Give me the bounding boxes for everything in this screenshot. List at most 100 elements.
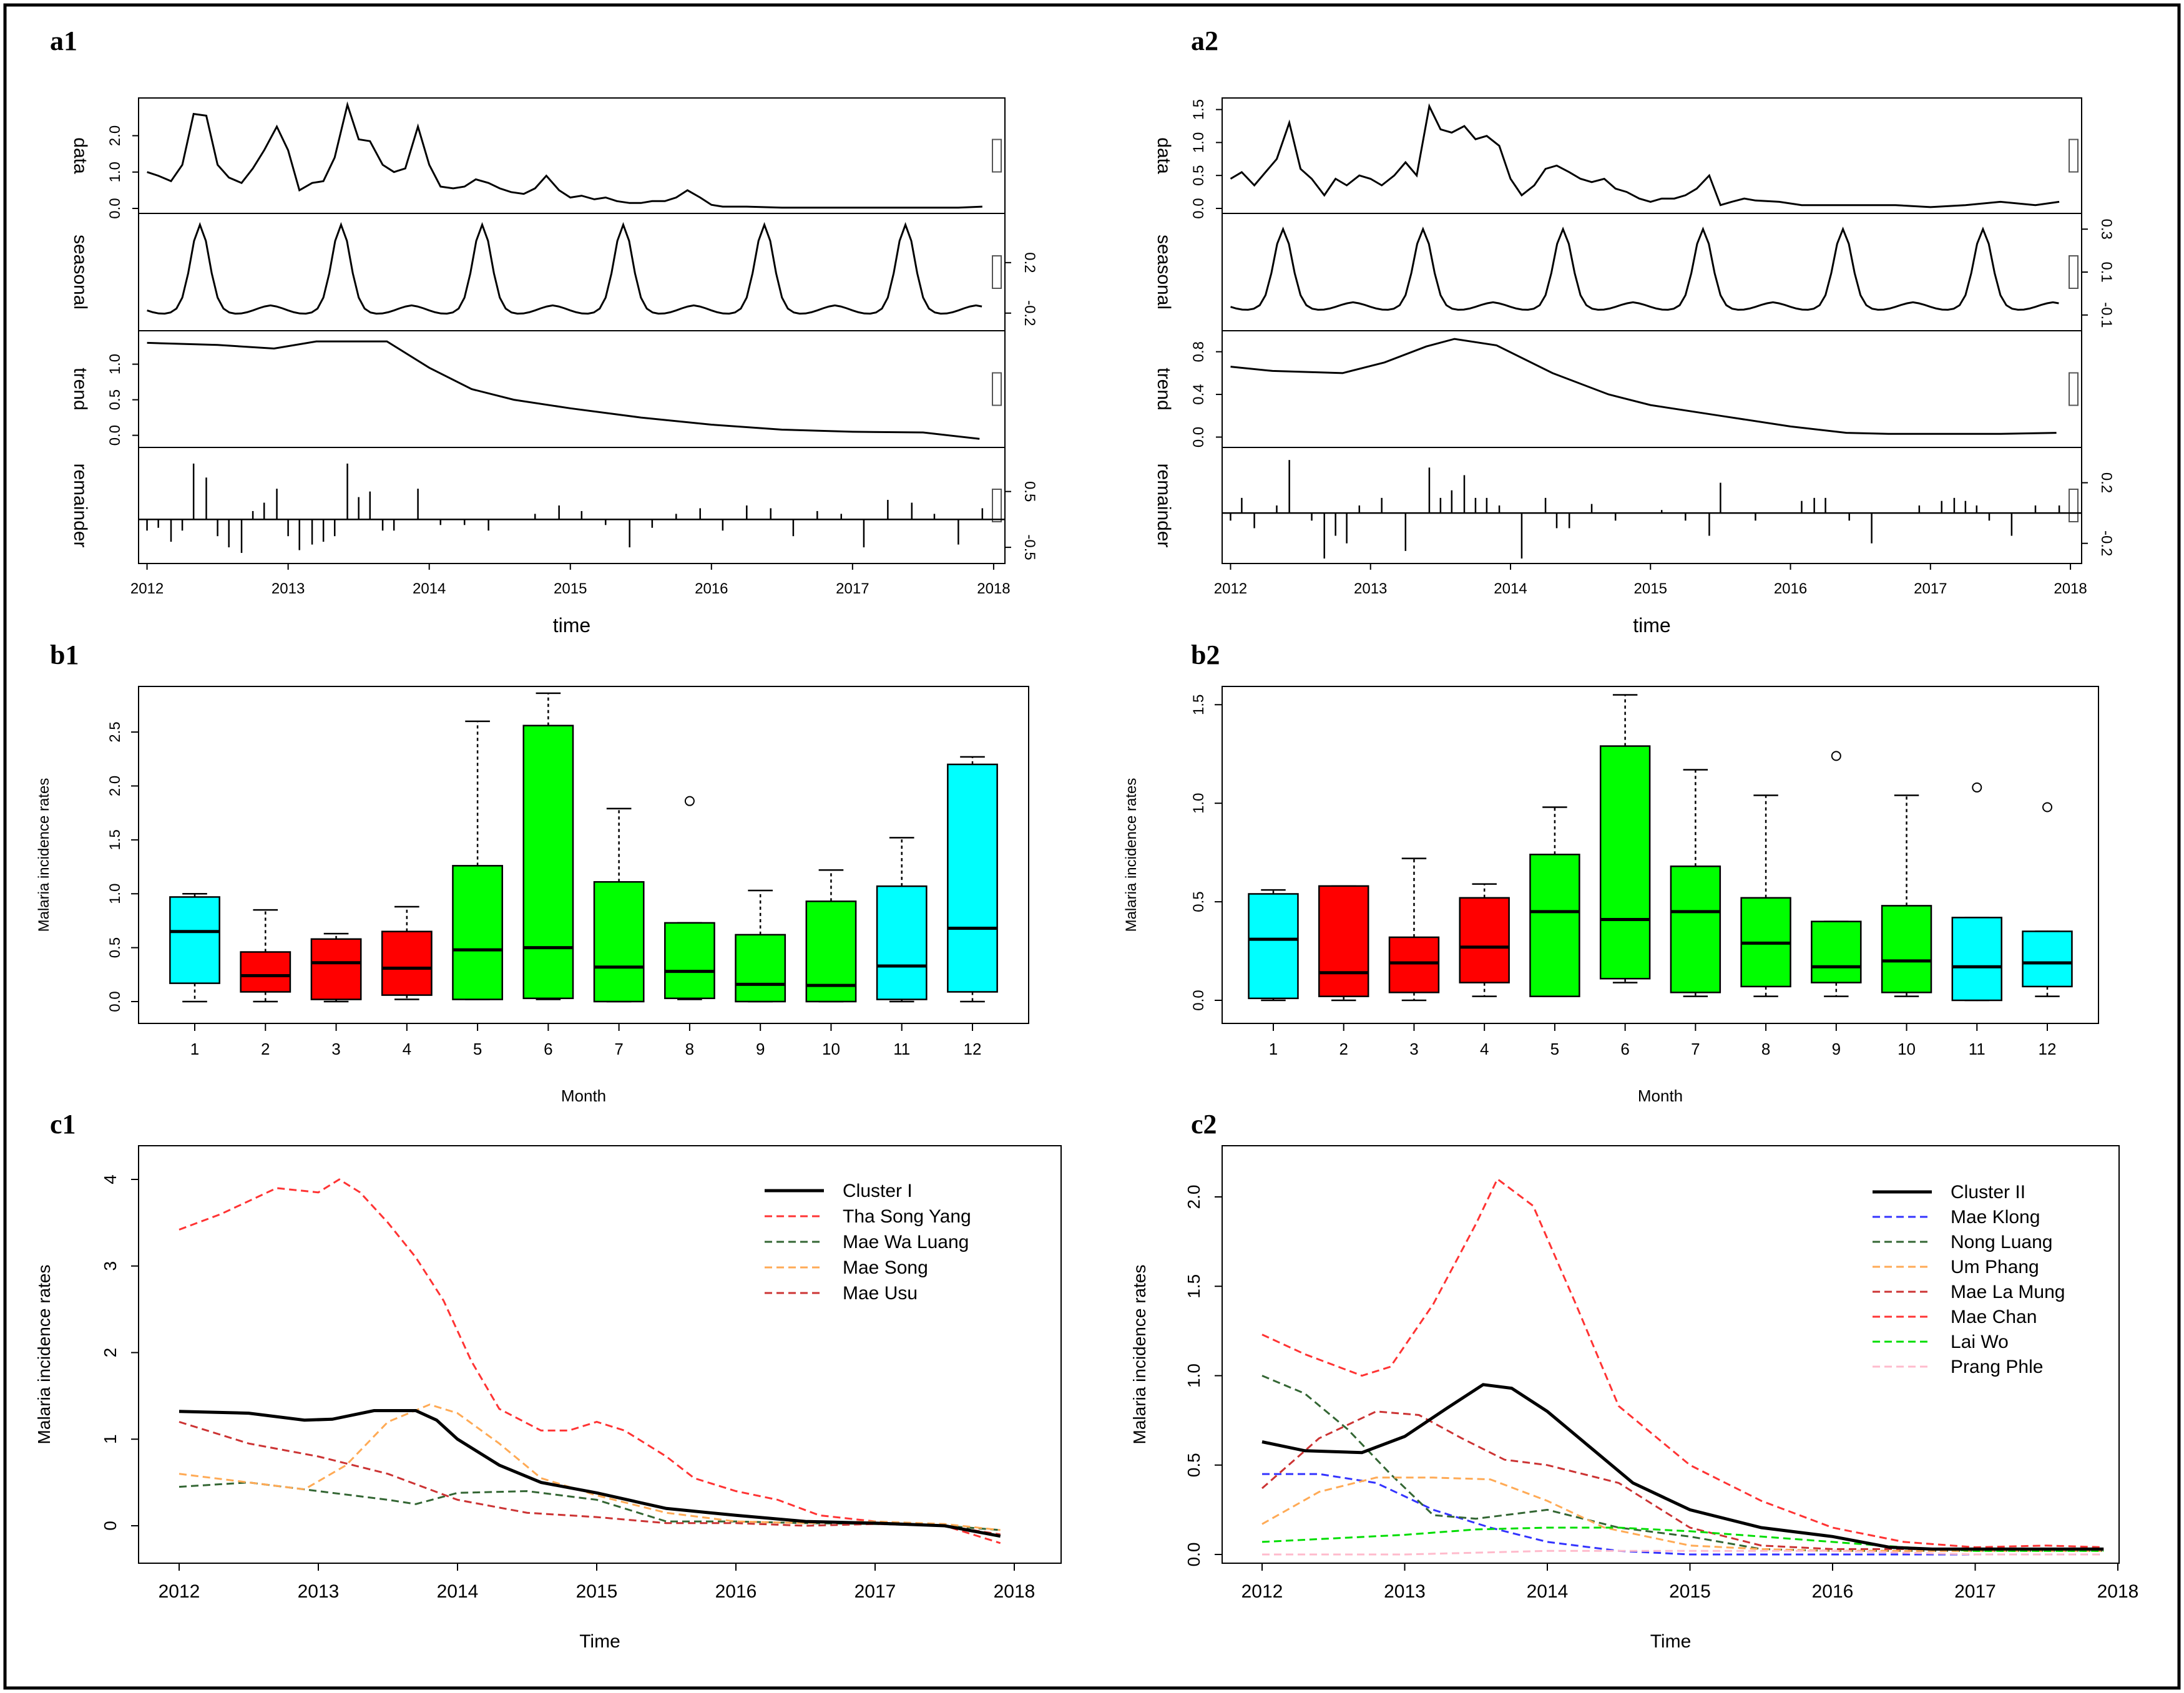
box-xlabel: Month [1638,1086,1683,1105]
stl-xtick-label: 2017 [836,580,869,597]
stl-ytick-label: 0.2 [1021,252,1038,273]
stl-ytick-label: -0.2 [1021,300,1038,326]
legend-label: Tha Song Yang [843,1206,971,1227]
box-xtick-label: 7 [1691,1040,1700,1058]
box-xtick-label: 8 [685,1040,694,1058]
box-xtick-label: 3 [1409,1040,1418,1058]
box-month-11 [876,837,928,1003]
line-chart-c2: 0.0 0.5 1.0 1.5 2.0 Malaria incidence rates 20… [1130,1145,2139,1652]
box-xtick-label: 8 [1761,1040,1770,1058]
stl-xtick-label: 2012 [130,580,164,597]
figure-content: a1 a2 b1 b2 c1 c2 data 0.0 1.0 2.0 seasonal -0.2 0.2… [34,26,2138,1652]
box-xtick-label: 7 [614,1040,623,1058]
boxplot-frame [138,686,1029,1024]
box-ytick-label: 1.5 [107,829,124,850]
stl-ytick-label: 0.1 [2098,261,2115,282]
stl-row-label-data: data [1153,137,1174,174]
box-month-6 [522,692,574,1000]
stl-xtick-label: 2018 [977,580,1010,597]
stl-ytick-label: 0.0 [1190,198,1207,218]
stl-ytick-label: 0.3 [2098,219,2115,240]
box-month-1 [169,892,220,1003]
panel-label-b2: b2 [1191,640,1220,670]
line-ytick-label: 0.5 [1184,1453,1203,1477]
box-month-1 [1248,889,1299,1002]
box-month-7 [593,807,645,1003]
box-iqr [1388,936,1440,993]
stl-scale-bar-trend [2069,372,2079,406]
stl-xtick-label: 2016 [1774,580,1807,597]
legend-label: Nong Luang [1951,1232,2052,1252]
legend-label: Mae Chan [1951,1307,2037,1327]
stl-data-line [1230,103,2060,208]
box-xtick-label: 10 [1898,1040,1916,1058]
box-month-10 [805,869,857,1003]
stl-row-label-trend: trend [70,368,91,410]
box-ylabel: Malaria incidence rates [1123,778,1140,932]
box-ytick-label: 1.5 [1190,695,1207,715]
box-iqr [169,896,220,984]
box-iqr [947,763,998,993]
box-month-5 [452,720,503,1000]
stl-ytick-label: 0.2 [2098,472,2115,493]
line-xtick-label: 2013 [1384,1581,1426,1602]
stl-scale-bar-remainder [992,489,1002,522]
line-xtick-label: 2016 [1812,1581,1854,1602]
box-xtick-label: 5 [1550,1040,1559,1058]
series-line-mae-usu [179,1421,1001,1536]
box-iqr [1248,893,1299,1000]
box-xtick-label: 12 [964,1040,982,1058]
stl-row-label-remainder: remainder [1153,463,1174,547]
stl-xtick-label: 2016 [695,580,728,597]
line-ytick-label: 2.0 [1184,1185,1203,1209]
line-xtick-label: 2015 [576,1581,618,1602]
box-xtick-label: 1 [190,1040,199,1058]
stl-trend-line [147,340,980,440]
box-xlabel: Month [561,1086,606,1105]
box-outlier [684,796,695,806]
stl-xlabel: time [553,614,590,637]
box-month-4 [381,905,433,1000]
stl-xtick-label: 2018 [2054,580,2087,597]
panel-label-b1: b1 [50,640,79,670]
box-month-2 [1318,885,1369,1002]
box-iqr [522,725,574,1000]
stl-ytick-label: 1.0 [107,162,124,182]
box-ytick-label: 1.0 [107,884,124,904]
box-month-7 [1670,769,1721,997]
legend-label: Mae Wa Luang [843,1232,969,1252]
stl-xtick-label: 2015 [554,580,587,597]
series-line-mae-la-mung [1261,1410,2104,1550]
line-ytick-label: 1.0 [1184,1364,1203,1388]
stl-ytick-label: 0.8 [1190,341,1207,362]
stl-ytick-label: -0.5 [1021,534,1038,560]
stl-xtick-label: 2013 [272,580,305,597]
box-iqr [1529,854,1580,997]
legend: Cluster II Mae Klong Nong Luang Um Phang Mae… [1873,1182,2065,1377]
line-chart-c1: 0 1 2 3 4 Malaria incidence rates 2012 2013 2014… [34,1145,1062,1652]
box-month-10 [1881,794,1932,997]
box-xtick-label: 6 [544,1040,552,1058]
box-month-9 [735,889,786,1003]
legend-label: Mae Song [843,1257,928,1278]
box-outlier [2042,802,2052,812]
box-xtick-label: 9 [1832,1040,1841,1058]
stl-ytick-label: -0.2 [2098,530,2115,556]
box-xtick-label: 3 [331,1040,340,1058]
box-iqr [1951,917,2002,1002]
legend-label: Prang Phle [1951,1357,2043,1377]
line-xtick-label: 2013 [298,1581,340,1602]
box-iqr [240,951,291,993]
line-xtick-label: 2018 [994,1581,1036,1602]
series-line-cluster-ii [1261,1383,2104,1551]
boxplot-frame [1222,686,2099,1024]
box-iqr [1318,885,1369,997]
box-month-6 [1599,694,1651,983]
line-ytick-label: 1 [100,1434,120,1444]
panel-label-c2: c2 [1191,1109,1217,1139]
box-outlier [1831,751,1841,761]
line-xtick-label: 2018 [2097,1581,2139,1602]
box-xtick-label: 9 [756,1040,765,1058]
stl-row-label-trend: trend [1153,368,1174,410]
